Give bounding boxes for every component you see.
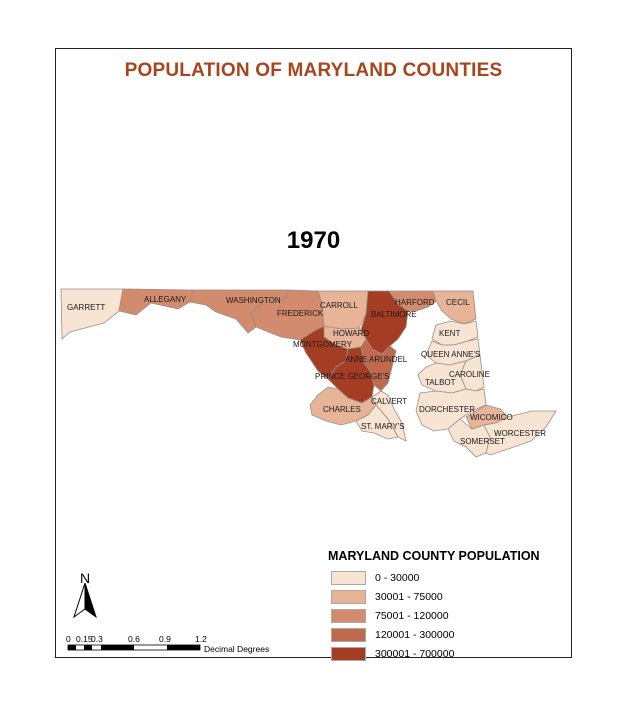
legend-swatch xyxy=(331,589,366,604)
county-label-wicomico: WICOMICO xyxy=(470,413,513,422)
scale-tick-label: 0.6 xyxy=(128,634,140,644)
county-label-st-marys: ST. MARY'S xyxy=(361,422,405,431)
county-label-howard: HOWARD xyxy=(333,329,369,338)
county-label-montgomery: MONTGOMERY xyxy=(293,340,353,349)
legend-item: 300001 - 700000 xyxy=(328,644,573,663)
legend-swatch xyxy=(331,627,366,642)
scale-units: Decimal Degrees xyxy=(204,644,269,654)
scale-tick-label: 0 xyxy=(66,634,71,644)
county-label-harford: HARFORD xyxy=(395,298,435,307)
county-label-garrett: GARRETT xyxy=(67,303,105,312)
county-kent[interactable] xyxy=(431,320,479,346)
legend-item: 75001 - 120000 xyxy=(328,606,573,625)
county-label-washington: WASHINGTON xyxy=(226,296,281,305)
county-label-baltimore: BALTIMORE xyxy=(371,310,417,319)
county-carroll[interactable] xyxy=(317,290,369,330)
county-label-talbot: TALBOT xyxy=(425,378,456,387)
scale-bar: 0 0.15 0.3 0.6 0.9 1.2 Decimal Degrees xyxy=(66,634,269,654)
county-label-allegany: ALLEGANY xyxy=(144,295,187,304)
map-frame: POPULATION OF MARYLAND COUNTIES 1970 xyxy=(55,48,572,661)
county-label-calvert: CALVERT xyxy=(371,397,407,406)
maryland-map: GARRETT ALLEGANY WASHINGTON FREDERICK CA… xyxy=(60,288,557,458)
legend-item: 0 - 30000 xyxy=(328,568,573,587)
legend-label: 30001 - 75000 xyxy=(375,590,443,603)
map-year: 1970 xyxy=(286,227,341,254)
county-label-carroll: CARROLL xyxy=(320,301,358,310)
county-label-frederick: FREDERICK xyxy=(277,309,324,318)
county-label-queen-annes: QUEEN ANNE'S xyxy=(421,350,480,359)
county-label-prince-georges: PRINCE GEORGE'S xyxy=(315,372,389,381)
county-garrett[interactable] xyxy=(60,288,124,340)
county-worcester[interactable] xyxy=(483,410,557,456)
county-cecil[interactable] xyxy=(432,290,477,325)
legend-label: 0 - 30000 xyxy=(375,571,420,584)
map-title: POPULATION OF MARYLAND COUNTIES xyxy=(124,60,503,81)
legend-item: 120001 - 300000 xyxy=(328,625,573,644)
legend-swatch xyxy=(331,570,366,585)
north-label: N xyxy=(80,570,91,586)
scale-tick-label: 0.15 xyxy=(76,634,93,644)
county-dorchester[interactable] xyxy=(415,388,487,432)
county-label-charles: CHARLES xyxy=(323,405,361,414)
county-label-cecil: CECIL xyxy=(446,298,470,307)
county-label-kent: KENT xyxy=(439,329,460,338)
county-label-worcester: WORCESTER xyxy=(494,429,546,438)
legend-label: 300001 - 700000 xyxy=(375,647,455,660)
legend-item: 30001 - 75000 xyxy=(328,587,573,606)
legend-title: MARYLAND COUNTY POPULATION xyxy=(328,549,540,563)
county-label-dorchester: DORCHESTER xyxy=(419,405,475,414)
legend-swatch xyxy=(331,646,366,661)
scale-tick-label: 0.9 xyxy=(159,634,171,644)
north-arrow-icon xyxy=(73,582,97,619)
scale-tick-label: 0.3 xyxy=(91,634,103,644)
legend-label: 75001 - 120000 xyxy=(375,609,449,622)
county-label-somerset: SOMERSET xyxy=(460,437,505,446)
legend-label: 120001 - 300000 xyxy=(375,628,455,641)
county-st-marys[interactable] xyxy=(355,404,399,440)
legend-swatch xyxy=(331,608,366,623)
county-label-anne-arundel: ANNE ARUNDEL xyxy=(345,355,408,364)
county-label-caroline: CAROLINE xyxy=(449,370,490,379)
scale-tick-label: 1.2 xyxy=(195,634,207,644)
legend: MARYLAND COUNTY POPULATION 0 - 30000 300… xyxy=(328,549,573,663)
